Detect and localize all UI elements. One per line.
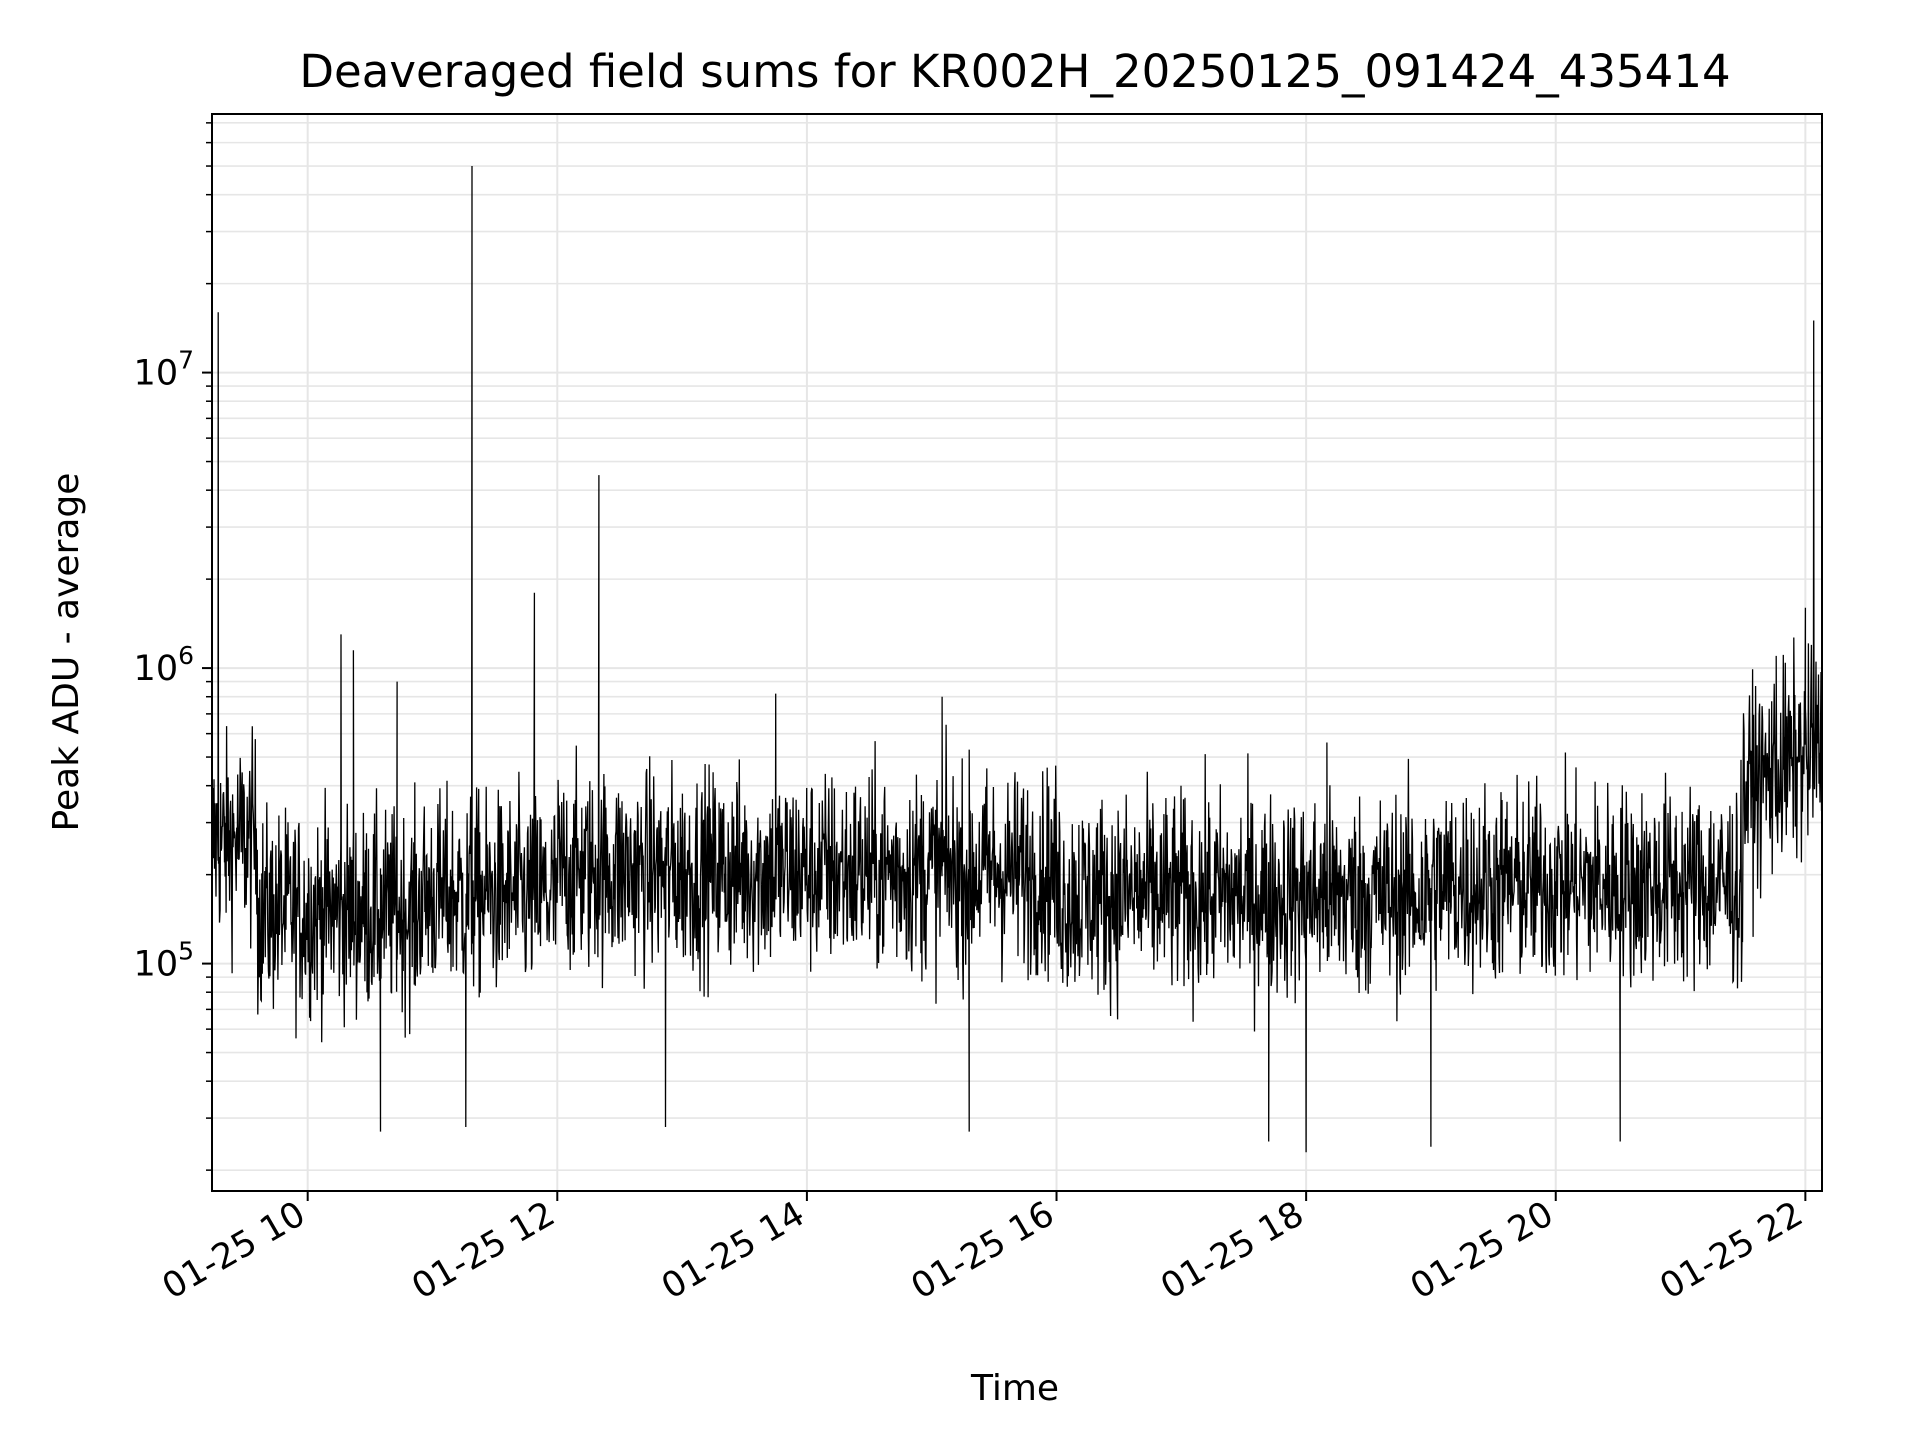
chart-title: Deaveraged field sums for KR002H_2025012… — [299, 45, 1730, 98]
y-tick-label: 107 — [134, 346, 194, 394]
y-tick-label: 105 — [134, 937, 194, 985]
y-axis-label: Peak ADU - average — [46, 473, 87, 832]
y-tick-label: 106 — [134, 641, 194, 689]
y-ticks: 105 106 107 — [134, 122, 212, 1171]
plot-frame — [211, 113, 1823, 1192]
series-line — [211, 165, 1823, 1153]
x-axis-label: Time — [970, 1368, 1059, 1409]
series-group — [211, 165, 1823, 1153]
